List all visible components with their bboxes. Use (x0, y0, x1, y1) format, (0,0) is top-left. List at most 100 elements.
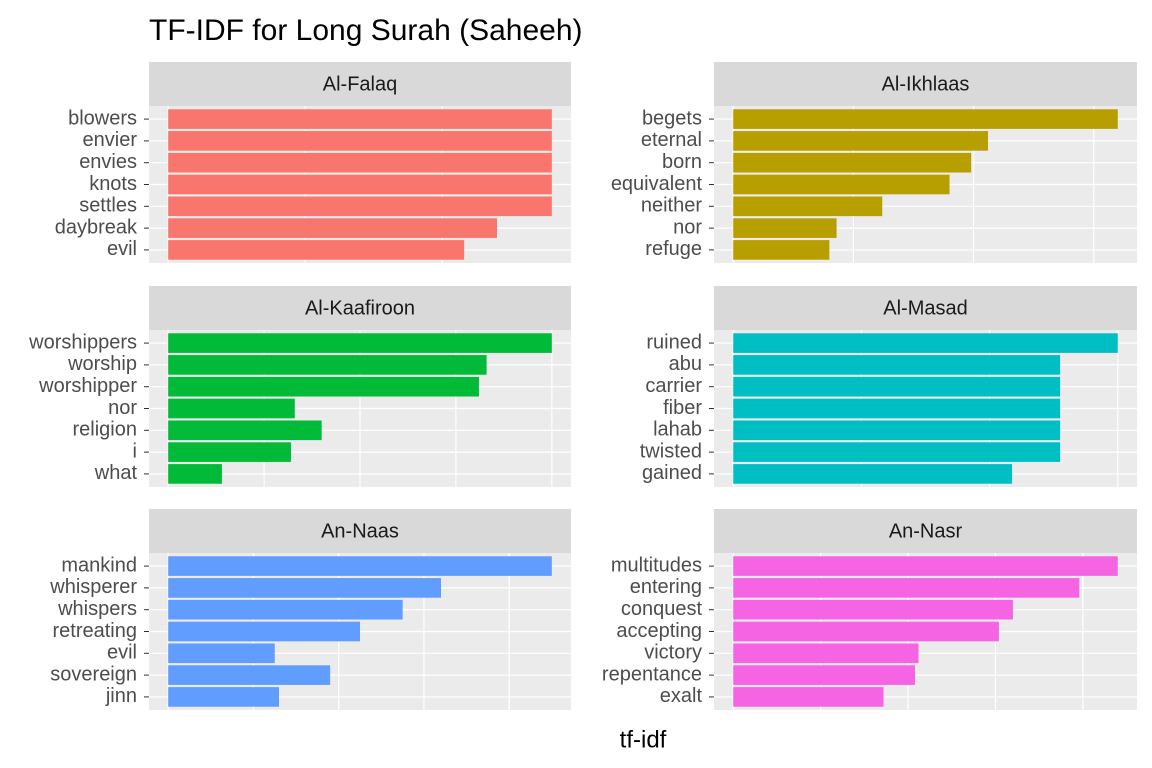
y-tick-label: envier (83, 129, 138, 151)
y-tick-label: gained (642, 462, 702, 484)
bar (733, 621, 999, 642)
strip (714, 286, 1137, 330)
y-tick-label: daybreak (55, 216, 138, 238)
y-tick-label: abu (669, 353, 702, 375)
strip (714, 509, 1137, 553)
y-tick-label: what (94, 462, 138, 484)
y-tick-label: repentance (602, 663, 702, 685)
bar (733, 442, 1061, 462)
y-tick-label: entering (630, 576, 702, 598)
bar (168, 333, 552, 353)
bar (168, 355, 487, 375)
y-tick-label: nor (108, 397, 137, 419)
y-tick-label: carrier (645, 375, 702, 397)
y-tick-label: eternal (641, 129, 702, 151)
bar (733, 333, 1118, 353)
strip (149, 509, 571, 553)
bar (733, 420, 1061, 441)
bar (168, 687, 280, 707)
bar (168, 578, 441, 598)
bar (168, 131, 552, 151)
y-tick-label: twisted (640, 440, 702, 462)
bar (168, 665, 331, 685)
bar (733, 687, 884, 707)
bar (168, 442, 291, 462)
bar (168, 152, 552, 173)
bar (733, 218, 837, 238)
panel-title: Al-Falaq (323, 73, 397, 95)
panel-title: Al-Ikhlaas (882, 73, 970, 95)
bar (168, 196, 552, 217)
panel-title: An-Naas (321, 520, 399, 542)
bar (168, 398, 295, 419)
bar (733, 355, 1061, 375)
bar (733, 578, 1080, 598)
y-tick-label: refuge (645, 238, 702, 260)
bar (733, 665, 916, 685)
y-tick-label: ruined (646, 331, 702, 353)
y-tick-label: evil (107, 642, 137, 664)
y-tick-label: blowers (68, 107, 137, 129)
y-tick-label: retreating (53, 620, 138, 642)
bar (733, 556, 1118, 576)
y-tick-label: equivalent (611, 173, 703, 195)
y-tick-label: i (133, 440, 137, 462)
bar (733, 109, 1118, 129)
bar (168, 556, 552, 576)
y-tick-label: accepting (616, 620, 702, 642)
y-tick-label: settles (79, 195, 137, 217)
y-tick-label: worshippers (28, 331, 137, 353)
y-tick-label: worship (67, 353, 137, 375)
bar (168, 420, 322, 441)
bar (168, 376, 479, 397)
y-tick-label: knots (89, 173, 137, 195)
y-tick-label: whispers (57, 598, 137, 620)
bar (168, 621, 360, 642)
y-tick-label: religion (73, 419, 137, 441)
y-tick-label: fiber (663, 397, 702, 419)
y-tick-label: envies (79, 151, 137, 173)
bar (733, 196, 883, 217)
bar (733, 376, 1061, 397)
y-tick-label: exalt (660, 685, 703, 707)
bar (733, 240, 830, 260)
chart-title: TF-IDF for Long Surah (Saheeh) (149, 14, 583, 47)
y-tick-label: evil (107, 238, 137, 260)
y-tick-label: worshipper (38, 375, 137, 397)
y-tick-label: mankind (61, 554, 137, 576)
bar (168, 599, 403, 620)
y-tick-label: nor (673, 216, 702, 238)
y-tick-label: jinn (105, 685, 137, 707)
panel-title: Al-Kaafiroon (305, 297, 415, 319)
y-tick-label: lahab (653, 419, 702, 441)
bar (733, 643, 919, 664)
bar (168, 109, 552, 129)
bar (168, 240, 465, 260)
y-tick-label: sovereign (50, 663, 137, 685)
strip (714, 62, 1137, 106)
bar (733, 174, 950, 195)
y-tick-label: neither (641, 195, 702, 217)
y-tick-label: born (662, 151, 702, 173)
bar (168, 643, 275, 664)
bar (168, 174, 552, 195)
strip (149, 286, 571, 330)
bar (733, 599, 1013, 620)
bar (733, 398, 1061, 419)
y-tick-label: conquest (621, 598, 703, 620)
bar (168, 218, 498, 238)
x-axis-label: tf-idf (620, 726, 667, 753)
y-tick-label: begets (642, 107, 702, 129)
y-tick-label: whisperer (49, 576, 137, 598)
bar (733, 131, 988, 151)
panel-title: Al-Masad (883, 297, 967, 319)
panel-title: An-Nasr (889, 520, 963, 542)
y-tick-label: victory (644, 642, 702, 664)
bar (733, 152, 972, 173)
strip (149, 62, 571, 106)
bar (168, 464, 222, 484)
y-tick-label: multitudes (611, 554, 702, 576)
bar (733, 464, 1013, 484)
